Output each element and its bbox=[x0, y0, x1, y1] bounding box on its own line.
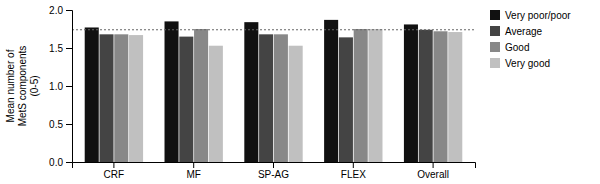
x-tick-label: SP-AG bbox=[258, 169, 289, 180]
x-tick-mark bbox=[353, 162, 354, 168]
x-tick-label: MF bbox=[186, 169, 200, 180]
x-axis: CRF MF SP-AG FLEX Overall bbox=[73, 162, 476, 180]
bar bbox=[419, 30, 433, 162]
y-tick-label: 1.0 bbox=[49, 81, 63, 92]
legend-item: Very poor/poor bbox=[490, 10, 571, 21]
legend-label: Good bbox=[505, 42, 529, 53]
bar bbox=[274, 34, 288, 162]
legend: Very poor/poor Average Good Very good bbox=[490, 10, 571, 69]
bar bbox=[354, 29, 368, 162]
x-tick: Overall bbox=[417, 162, 449, 180]
y-tick-label: 0.5 bbox=[49, 119, 63, 130]
y-axis-line bbox=[66, 11, 73, 163]
legend-item: Average bbox=[490, 26, 543, 37]
plot: CRF MF SP-AG FLEX Overall 0.0 0.5 1.0 1.5 2.0 Mean… bbox=[5, 5, 571, 180]
x-tick-label: FLEX bbox=[341, 169, 366, 180]
bar bbox=[114, 34, 128, 162]
bar bbox=[194, 29, 208, 162]
y-tick-mark bbox=[66, 124, 72, 125]
bar bbox=[433, 31, 447, 162]
bar bbox=[209, 46, 223, 162]
bar bbox=[85, 27, 99, 162]
x-tick-mark bbox=[433, 162, 434, 168]
bar bbox=[99, 34, 113, 162]
legend-label: Very poor/poor bbox=[505, 10, 571, 21]
bar bbox=[179, 37, 193, 162]
y-tick-mark bbox=[66, 86, 72, 87]
chart: CRF MF SP-AG FLEX Overall 0.0 0.5 1.0 1.5 2.0 Mean… bbox=[0, 0, 600, 184]
legend-swatch bbox=[490, 10, 500, 20]
x-tick-mark bbox=[193, 162, 194, 168]
bar bbox=[324, 20, 338, 162]
y-axis-title-line: (0-5) bbox=[29, 75, 40, 96]
y-axis-title: Mean number ofMetS components(0-5) bbox=[5, 46, 40, 127]
legend-swatch bbox=[490, 26, 500, 36]
y-axis-title-line: Mean number of bbox=[5, 49, 16, 122]
y-axis-title-line: MetS components bbox=[17, 46, 28, 127]
y-tick: 1.0 bbox=[49, 81, 72, 92]
y-tick-mark bbox=[66, 48, 72, 49]
x-axis-line bbox=[73, 163, 476, 169]
y-tick-mark bbox=[66, 10, 72, 11]
legend-item: Very good bbox=[490, 58, 550, 69]
y-tick: 1.5 bbox=[49, 43, 72, 54]
bar bbox=[129, 35, 143, 162]
x-tick-mark bbox=[113, 162, 114, 168]
y-tick: 0.0 bbox=[49, 157, 72, 168]
x-tick: MF bbox=[186, 162, 200, 180]
bar bbox=[259, 34, 273, 162]
reference-line bbox=[72, 29, 475, 30]
y-tick: 0.5 bbox=[49, 119, 72, 130]
legend-label: Average bbox=[505, 26, 543, 37]
series bbox=[129, 29, 462, 162]
bar bbox=[289, 46, 303, 162]
marks bbox=[72, 20, 475, 162]
x-tick: CRF bbox=[104, 162, 125, 180]
y-tick-label: 1.5 bbox=[49, 43, 63, 54]
bar bbox=[339, 37, 353, 162]
bar bbox=[165, 21, 179, 162]
x-tick: SP-AG bbox=[258, 162, 289, 180]
bar bbox=[244, 22, 258, 162]
series bbox=[85, 20, 418, 162]
bar bbox=[448, 32, 462, 162]
legend-item: Good bbox=[490, 42, 529, 53]
series bbox=[99, 30, 432, 162]
x-tick: FLEX bbox=[341, 162, 366, 180]
x-tick-label: Overall bbox=[417, 169, 449, 180]
y-tick: 2.0 bbox=[49, 5, 72, 16]
series bbox=[114, 29, 447, 162]
x-tick-mark bbox=[273, 162, 274, 168]
y-tick-label: 0.0 bbox=[49, 157, 63, 168]
bar bbox=[404, 24, 418, 162]
legend-label: Very good bbox=[505, 58, 550, 69]
legend-swatch bbox=[490, 58, 500, 68]
y-axis: 0.0 0.5 1.0 1.5 2.0 bbox=[49, 5, 72, 168]
legend-swatch bbox=[490, 42, 500, 52]
bar bbox=[368, 29, 382, 162]
y-tick-label: 2.0 bbox=[49, 5, 63, 16]
y-tick-mark bbox=[66, 162, 72, 163]
x-tick-label: CRF bbox=[104, 169, 125, 180]
